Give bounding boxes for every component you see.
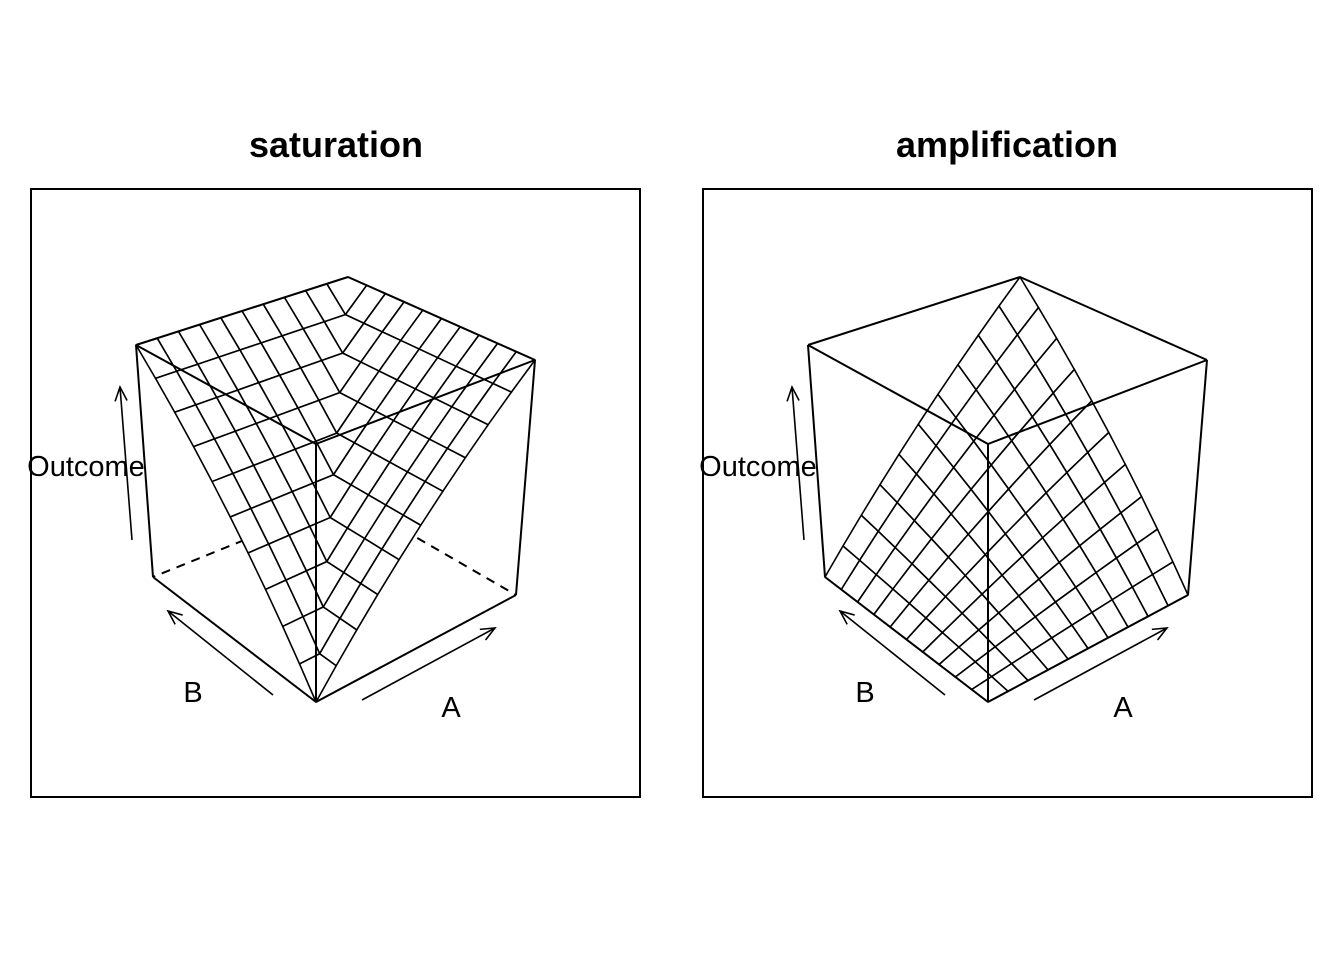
- z-axis-label: Outcome: [27, 451, 145, 483]
- x-axis-arrow-head: [1151, 627, 1169, 641]
- box-edge: [1019, 276, 1208, 361]
- panel-amplification: amplification A B Outcome: [699, 124, 1313, 798]
- box-edge: [315, 359, 536, 445]
- panel-title: saturation: [249, 124, 423, 165]
- axis-arrows: [114, 384, 497, 701]
- y-axis-arrow: [839, 610, 946, 696]
- panel-saturation: saturation A B Outcome: [27, 124, 641, 798]
- box-edge: [987, 594, 1189, 703]
- box-edge: [135, 276, 349, 346]
- box-edge: [807, 276, 1021, 346]
- box-edge: [152, 576, 317, 703]
- z-axis-arrow-head: [786, 384, 800, 402]
- x-axis-arrow: [361, 627, 496, 701]
- box-edge: [807, 344, 826, 578]
- box-edge: [135, 344, 317, 445]
- box-edge: [824, 576, 989, 703]
- surface-mesh: [824, 276, 1189, 703]
- x-axis-label: A: [1113, 692, 1133, 724]
- x-axis-arrow: [1033, 627, 1168, 701]
- x-axis-arrow-head: [479, 627, 497, 641]
- y-axis-arrow-head: [838, 609, 855, 625]
- box-edge: [135, 344, 154, 578]
- axis-arrows: [786, 384, 1169, 701]
- box-edge: [1187, 359, 1208, 596]
- x-axis-label: A: [441, 692, 461, 724]
- z-axis-arrow: [791, 386, 805, 541]
- box-edge: [347, 276, 536, 361]
- surface-cell: [298, 652, 337, 703]
- plot-frame: [30, 188, 641, 798]
- bounding-box: [135, 276, 536, 703]
- y-axis-arrow-head: [166, 609, 183, 625]
- box-edge: [515, 359, 536, 596]
- y-axis-label: B: [855, 677, 874, 709]
- box-edge: [315, 594, 517, 703]
- plot-frame: [702, 188, 1313, 798]
- z-axis-arrow: [119, 386, 133, 541]
- box-edge: [807, 344, 989, 445]
- z-axis-arrow-head: [114, 384, 128, 402]
- bounding-box: [807, 276, 1208, 703]
- y-axis-label: B: [183, 677, 202, 709]
- z-axis-label: Outcome: [699, 451, 817, 483]
- panel-title: amplification: [896, 124, 1118, 165]
- box-edge: [987, 359, 1208, 445]
- y-axis-arrow: [167, 610, 274, 696]
